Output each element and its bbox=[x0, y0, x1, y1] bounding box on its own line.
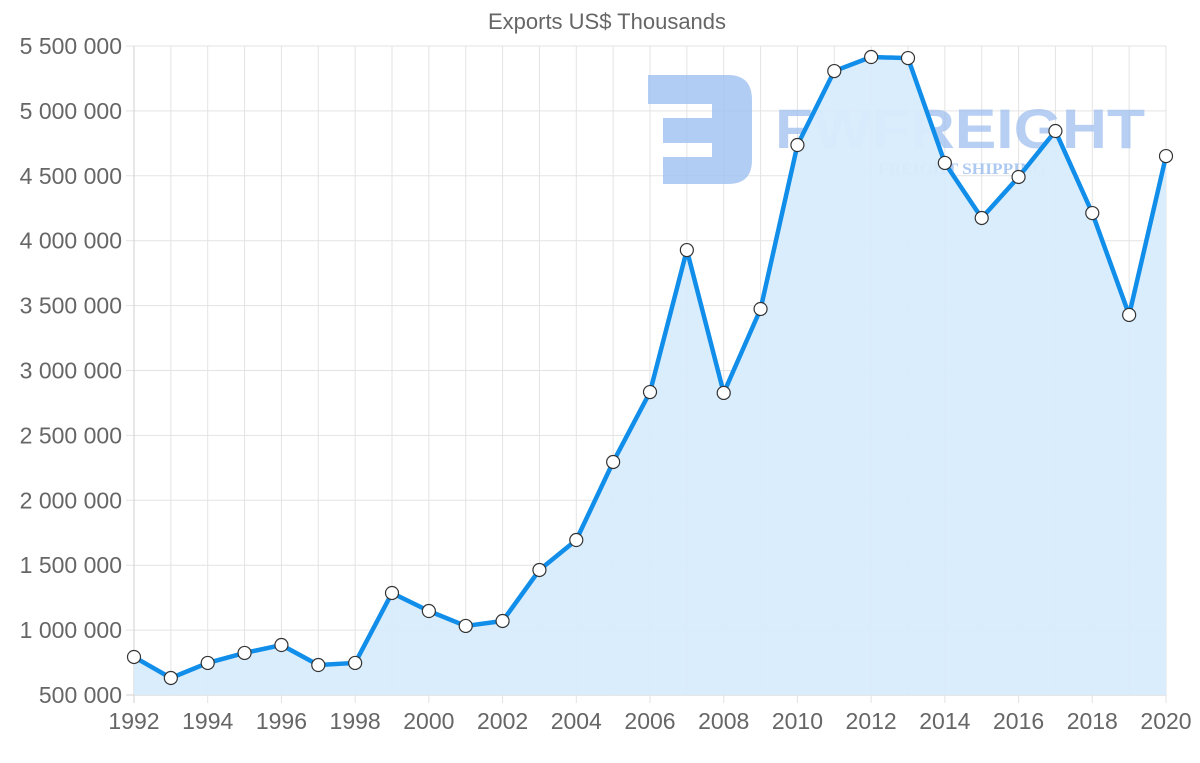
y-tick-label: 1 500 000 bbox=[20, 552, 122, 578]
data-point bbox=[790, 137, 805, 153]
x-tick-label: 2016 bbox=[993, 708, 1044, 734]
x-tick-label: 2000 bbox=[403, 708, 454, 734]
chart-title: Exports US$ Thousands bbox=[488, 9, 726, 34]
x-tick-label: 1994 bbox=[182, 708, 233, 734]
series-area-fill bbox=[134, 57, 1166, 695]
data-point bbox=[569, 532, 584, 548]
data-point bbox=[827, 63, 842, 79]
data-point bbox=[1158, 148, 1174, 164]
x-tick-label: 2008 bbox=[698, 708, 749, 734]
data-point bbox=[458, 618, 473, 634]
data-point bbox=[716, 385, 731, 401]
data-point bbox=[237, 645, 252, 661]
data-point bbox=[974, 210, 989, 226]
x-tick-label: 1992 bbox=[108, 708, 159, 734]
x-tick-label: 2010 bbox=[772, 708, 823, 734]
x-tick-label: 2012 bbox=[846, 708, 897, 734]
x-tick-label: 1998 bbox=[330, 708, 381, 734]
data-point bbox=[1048, 123, 1063, 139]
y-axis: 500 000 1 000 000 1 500 000 2 000 000 2 500 … bbox=[20, 33, 122, 708]
data-point bbox=[900, 50, 916, 66]
data-point bbox=[311, 657, 326, 673]
data-point bbox=[200, 655, 215, 671]
data-point bbox=[1011, 169, 1026, 185]
data-point bbox=[163, 670, 178, 686]
x-tick-label: 2006 bbox=[624, 708, 675, 734]
y-tick-label: 5 000 000 bbox=[20, 98, 122, 124]
data-point bbox=[274, 637, 289, 653]
y-tick-label: 2 500 000 bbox=[20, 422, 122, 448]
data-point bbox=[606, 454, 621, 470]
x-tick-label: 2002 bbox=[477, 708, 528, 734]
x-tick-label: 2020 bbox=[1140, 708, 1191, 734]
data-point bbox=[679, 242, 694, 258]
y-tick-label: 4 000 000 bbox=[20, 228, 122, 254]
data-point bbox=[937, 155, 952, 171]
y-tick-label: 3 000 000 bbox=[20, 358, 122, 384]
y-tick-label: 2 000 000 bbox=[20, 487, 122, 513]
x-axis: 1992 1994 1996 1998 2000 2002 2004 2006 2008 2010… bbox=[108, 708, 1191, 734]
data-point bbox=[1085, 205, 1100, 221]
data-point bbox=[864, 49, 879, 65]
data-point bbox=[642, 384, 658, 400]
data-point bbox=[421, 603, 436, 619]
x-tick-label: 2004 bbox=[551, 708, 602, 734]
data-point bbox=[384, 585, 400, 601]
y-tick-label: 1 000 000 bbox=[20, 617, 122, 643]
x-tick-label: 2014 bbox=[919, 708, 970, 734]
data-point bbox=[495, 613, 510, 629]
data-points bbox=[126, 49, 1174, 686]
y-tick-label: 3 500 000 bbox=[20, 293, 122, 319]
data-point bbox=[532, 562, 547, 578]
watermark-logo-icon bbox=[648, 75, 752, 184]
data-point bbox=[753, 301, 768, 317]
y-tick-label: 500 000 bbox=[39, 682, 122, 708]
x-tick-label: 1996 bbox=[256, 708, 307, 734]
data-point bbox=[348, 655, 363, 671]
data-point bbox=[1122, 307, 1137, 323]
data-point bbox=[126, 649, 142, 665]
x-tick-label: 2018 bbox=[1067, 708, 1118, 734]
y-tick-label: 5 500 000 bbox=[20, 33, 122, 59]
y-tick-label: 4 500 000 bbox=[20, 163, 122, 189]
